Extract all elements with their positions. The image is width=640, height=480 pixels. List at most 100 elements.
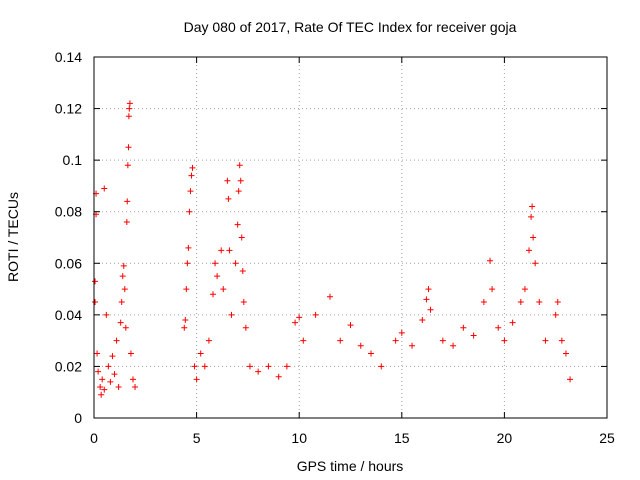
data-point — [117, 319, 124, 326]
data-point — [236, 162, 243, 169]
data-point — [205, 337, 212, 344]
data-point — [542, 337, 549, 344]
data-point — [234, 221, 241, 228]
y-tick-label: 0.14 — [55, 49, 82, 65]
y-tick-label: 0.1 — [63, 152, 83, 168]
data-point — [95, 368, 102, 375]
data-point — [220, 286, 227, 293]
data-point — [489, 286, 496, 293]
x-tick-label: 20 — [497, 430, 513, 446]
data-point — [125, 113, 132, 120]
data-point — [92, 278, 99, 285]
data-point — [392, 337, 399, 344]
data-point — [121, 286, 128, 293]
data-point — [125, 144, 132, 151]
data-point — [238, 234, 245, 241]
data-point — [487, 257, 494, 264]
axes: 0 5 10 15 20 25 0 0.02 0.04 0.06 0.08 0.1 0.12 0.14 — [55, 49, 615, 446]
data-point — [224, 177, 231, 184]
data-point — [118, 298, 125, 305]
plot-frame — [93, 56, 608, 419]
data-point — [357, 342, 364, 349]
data-point — [98, 391, 105, 398]
data-point — [470, 332, 477, 339]
data-point — [103, 311, 110, 318]
data-point — [124, 162, 131, 169]
data-point — [509, 319, 516, 326]
data-point — [554, 298, 561, 305]
data-point — [188, 172, 195, 179]
data-point — [368, 350, 375, 357]
data-point — [521, 286, 528, 293]
data-point — [292, 319, 299, 326]
data-point — [235, 188, 242, 195]
data-point — [97, 384, 104, 391]
data-point — [123, 219, 130, 226]
data-point — [193, 376, 200, 383]
data-point — [480, 298, 487, 305]
data-point — [347, 322, 354, 329]
data-point — [201, 363, 208, 370]
x-tick-label: 0 — [90, 430, 98, 446]
data-point — [124, 198, 131, 205]
chart-title: Day 080 of 2017, Rate Of TEC Index for r… — [184, 19, 517, 35]
data-point — [501, 337, 508, 344]
data-point — [326, 293, 333, 300]
data-point — [210, 291, 217, 298]
data-point — [111, 371, 118, 378]
data-point — [225, 195, 232, 202]
y-tick-label: 0.12 — [55, 101, 82, 117]
y-tick-label: 0.02 — [55, 358, 82, 374]
data-point — [126, 105, 133, 112]
data-point — [240, 298, 247, 305]
data-point — [132, 384, 139, 391]
data-point — [409, 342, 416, 349]
data-point — [185, 244, 192, 251]
data-point — [226, 247, 233, 254]
data-point — [532, 260, 539, 267]
data-point — [450, 342, 457, 349]
data-point — [246, 363, 253, 370]
y-tick-label: 0.04 — [55, 307, 82, 323]
data-point — [186, 208, 193, 215]
data-point — [242, 324, 249, 331]
data-point — [126, 100, 133, 107]
data-point — [187, 188, 194, 195]
data-point — [423, 296, 430, 303]
data-point — [105, 363, 112, 370]
data-point — [562, 350, 569, 357]
data-point — [439, 337, 446, 344]
data-point — [460, 324, 467, 331]
data-point — [99, 376, 106, 383]
grid-layer — [94, 57, 607, 418]
y-axis-label: ROTI / TECUs — [5, 192, 21, 282]
data-point — [398, 329, 405, 336]
data-point — [92, 298, 99, 305]
data-point — [197, 350, 204, 357]
data-points — [92, 100, 574, 398]
data-point — [218, 247, 225, 254]
x-tick-label: 25 — [599, 430, 615, 446]
data-point — [181, 324, 188, 331]
data-point — [530, 234, 537, 241]
y-tick-label: 0.06 — [55, 255, 82, 271]
data-point — [558, 337, 565, 344]
data-point — [517, 298, 524, 305]
data-point — [529, 203, 536, 210]
data-point — [536, 298, 543, 305]
x-tick-label: 10 — [291, 430, 307, 446]
y-tick-label: 0.08 — [55, 204, 82, 220]
data-point — [552, 311, 559, 318]
data-point — [232, 260, 239, 267]
x-axis-label: GPS time / hours — [297, 458, 404, 474]
data-point — [115, 384, 122, 391]
data-point — [275, 373, 282, 380]
data-point — [107, 378, 114, 385]
data-point — [425, 286, 432, 293]
data-point — [94, 350, 101, 357]
data-point — [120, 262, 127, 269]
data-point — [189, 164, 196, 171]
data-point — [119, 273, 126, 280]
data-point — [296, 314, 303, 321]
